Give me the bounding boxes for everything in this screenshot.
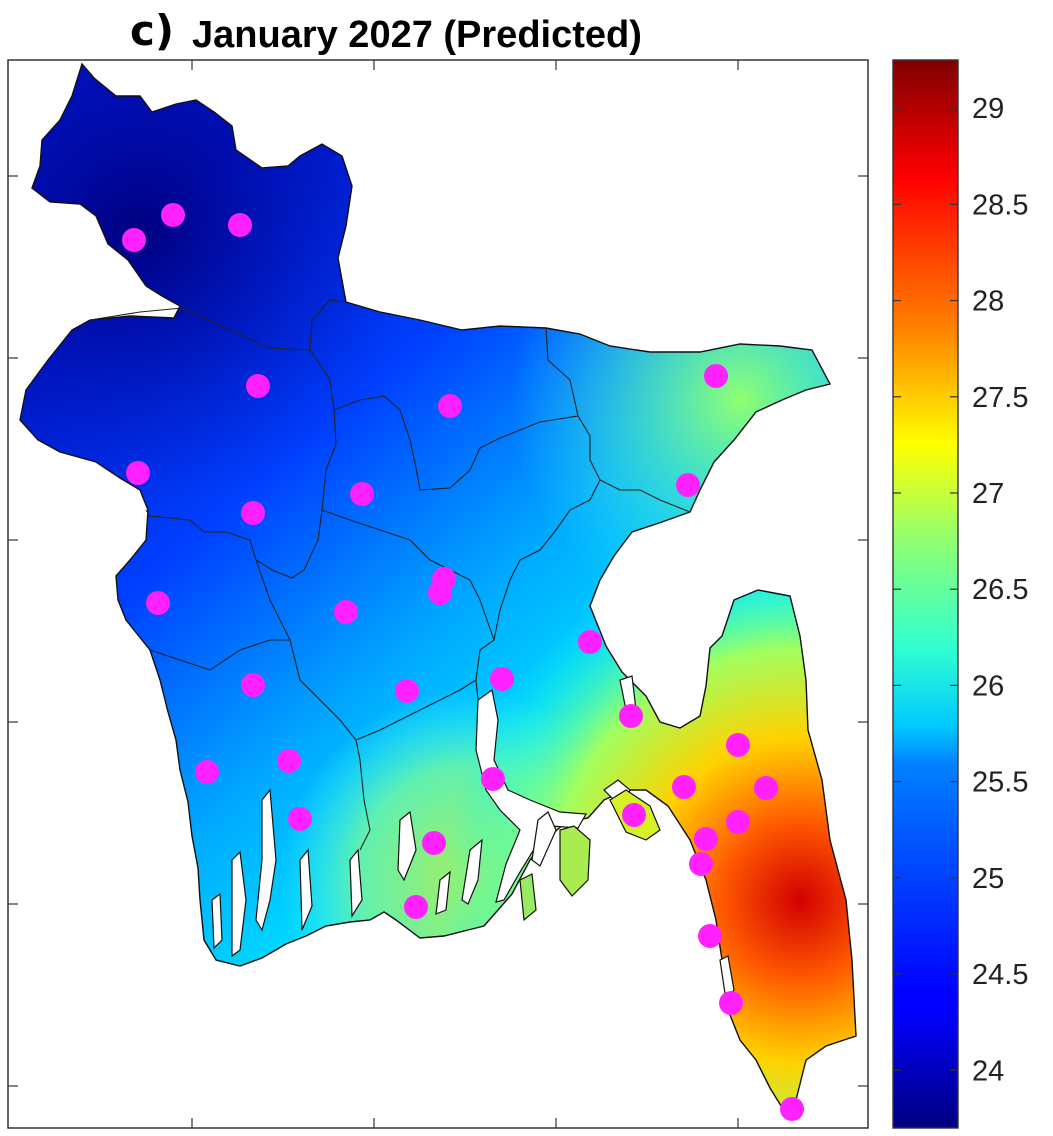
station-marker [122,228,146,252]
station-marker [719,991,743,1015]
station-marker [694,827,718,851]
station-marker [672,775,696,799]
station-marker [404,895,428,919]
station-marker [698,924,722,948]
title-row: c) January 2027 (Predicted) [0,4,880,60]
colorbar-tick-label: 25 [972,863,1004,895]
colorbar-tick-label: 29 [972,93,1004,125]
station-marker [350,482,374,506]
station-marker [334,600,358,624]
station-marker [241,501,265,525]
station-marker [277,749,301,773]
station-marker [288,807,312,831]
colorbar-tick-label: 27.5 [972,382,1028,414]
river-channels [211,675,735,1002]
station-marker [395,679,419,703]
colorbar-tick-label: 28 [972,286,1004,318]
station-marker [161,203,185,227]
station-marker [428,581,452,605]
station-marker [126,461,150,485]
station-markers [122,203,804,1121]
offshore-islands [519,789,661,922]
station-marker [689,852,713,876]
station-marker [422,831,446,855]
station-marker [241,673,265,697]
colorbar-ticks: 24 24.5 25 25.5 26 26.5 27 27.5 28 28.5 29 [893,93,1028,1087]
colorbar-gradient [892,59,959,1129]
colorbar-tick-label: 27 [972,478,1004,510]
colorbar-tick-label: 26 [972,670,1004,702]
panel-letter: c) [130,6,175,55]
station-marker [228,213,252,237]
station-marker [726,810,750,834]
colorbar-tick-label: 28.5 [972,189,1028,221]
division-borders [89,299,691,851]
colorbar-tick-label: 24.5 [972,959,1028,991]
station-marker [704,364,728,388]
colorbar-tick-label: 26.5 [972,574,1028,606]
station-marker [754,776,778,800]
station-marker [246,374,270,398]
station-marker [195,760,219,784]
station-marker [622,803,646,827]
map-title: January 2027 (Predicted) [192,14,642,56]
colorbar-tick-label: 24 [972,1055,1004,1087]
station-marker [726,733,750,757]
colorbar-tick-label: 25.5 [972,767,1028,799]
station-marker [780,1097,804,1121]
station-marker [619,704,643,728]
station-marker [481,767,505,791]
station-marker [490,667,514,691]
axis-ticks [8,60,868,1128]
station-marker [146,591,170,615]
station-marker [676,473,700,497]
station-marker [438,394,462,418]
station-marker [578,630,602,654]
